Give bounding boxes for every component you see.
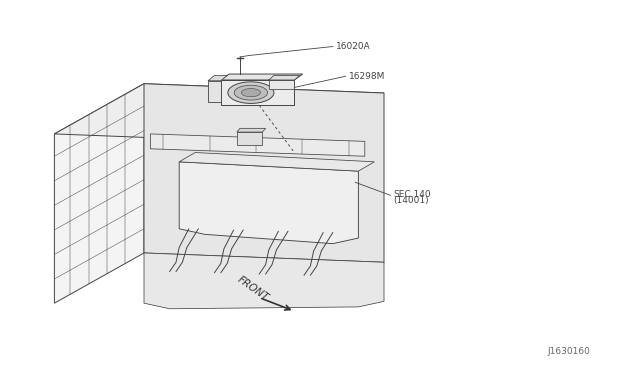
Polygon shape bbox=[237, 132, 262, 145]
Text: SEC.140: SEC.140 bbox=[394, 190, 431, 199]
Ellipse shape bbox=[234, 85, 268, 100]
Polygon shape bbox=[221, 80, 294, 105]
Polygon shape bbox=[208, 76, 227, 81]
Polygon shape bbox=[179, 153, 374, 171]
Polygon shape bbox=[221, 74, 303, 80]
Text: (14001): (14001) bbox=[394, 196, 429, 205]
Text: J1630160: J1630160 bbox=[547, 347, 590, 356]
Text: FRONT: FRONT bbox=[236, 274, 270, 302]
Ellipse shape bbox=[241, 89, 260, 97]
Text: 16020A: 16020A bbox=[336, 42, 371, 51]
Polygon shape bbox=[269, 80, 294, 89]
Polygon shape bbox=[237, 128, 266, 132]
Polygon shape bbox=[179, 162, 358, 244]
Polygon shape bbox=[54, 84, 384, 143]
Text: 16298M: 16298M bbox=[349, 72, 385, 81]
Polygon shape bbox=[208, 81, 221, 102]
Polygon shape bbox=[269, 76, 300, 80]
Ellipse shape bbox=[228, 82, 274, 103]
Polygon shape bbox=[150, 134, 365, 156]
Polygon shape bbox=[144, 253, 384, 309]
Polygon shape bbox=[54, 84, 144, 303]
Polygon shape bbox=[144, 84, 384, 262]
